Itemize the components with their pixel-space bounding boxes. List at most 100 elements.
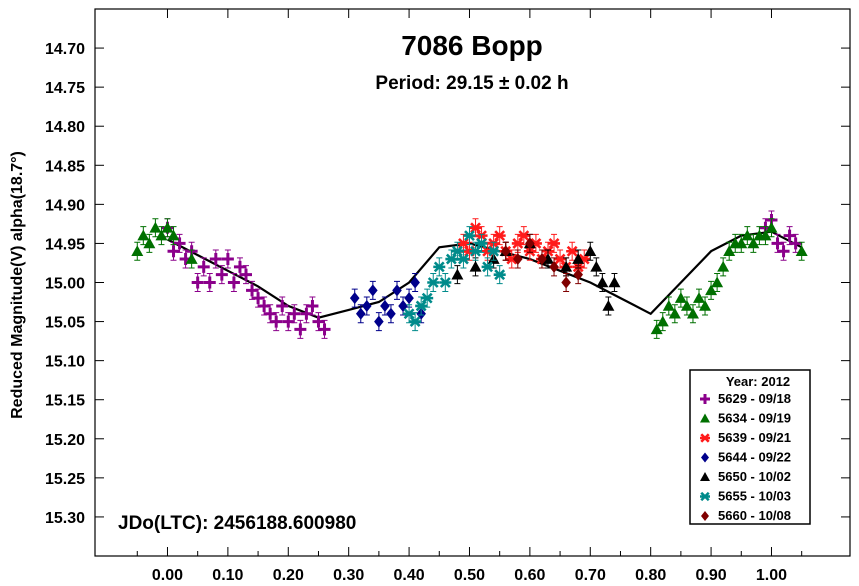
data-point — [463, 230, 476, 242]
data-point — [705, 284, 718, 296]
data-point — [264, 307, 277, 320]
data-point — [513, 253, 523, 266]
data-point — [300, 307, 313, 320]
data-point — [197, 260, 210, 273]
epoch-annotation: JDo(LTC): 2456188.600980 — [118, 513, 356, 534]
x-tick-label: 0.00 — [152, 567, 183, 584]
data-point — [221, 253, 234, 266]
data-points — [131, 210, 808, 339]
y-tick-label: 15.00 — [45, 276, 85, 293]
data-point — [561, 276, 571, 289]
data-point — [493, 230, 506, 242]
data-point — [209, 253, 222, 266]
x-tick-label: 1.00 — [756, 567, 787, 584]
data-point — [608, 276, 621, 288]
data-point — [735, 237, 748, 249]
y-tick-label: 14.70 — [45, 41, 85, 58]
data-point — [312, 315, 325, 328]
legend-label: 5655 - 10/03 — [718, 489, 791, 504]
data-point — [475, 238, 488, 249]
data-point — [693, 292, 705, 303]
data-point — [240, 268, 252, 281]
data-point — [674, 292, 687, 303]
data-point — [759, 229, 772, 241]
data-point — [386, 307, 396, 320]
data-point — [191, 276, 204, 289]
data-point — [469, 260, 482, 272]
data-point — [362, 299, 372, 312]
x-tick-label: 0.60 — [514, 567, 545, 584]
data-point — [421, 292, 434, 304]
data-point — [246, 284, 259, 297]
y-tick-label: 15.05 — [45, 315, 85, 332]
data-point — [233, 260, 246, 273]
data-point — [680, 299, 693, 311]
y-tick-label: 15.25 — [45, 471, 85, 488]
data-point — [668, 307, 681, 319]
data-point — [349, 292, 360, 305]
x-tick-label: 0.20 — [273, 567, 304, 584]
data-point — [185, 253, 198, 264]
x-tick-label: 0.80 — [635, 567, 666, 584]
data-point — [355, 307, 366, 320]
y-tick-label: 15.20 — [45, 432, 85, 449]
data-point — [747, 237, 760, 249]
legend: Year: 2012 5629 - 09/18 5634 - 09/19 5639 … — [689, 369, 811, 525]
data-point — [161, 221, 174, 233]
data-point — [433, 261, 446, 273]
legend-marker — [700, 491, 710, 502]
data-point — [548, 238, 561, 249]
data-point — [427, 277, 440, 288]
legend-marker — [701, 511, 709, 521]
data-point — [517, 230, 530, 242]
data-point — [155, 229, 168, 241]
data-point — [318, 323, 331, 336]
axis-ticks: 0.00 0.10 0.20 0.30 0.40 0.50 0.60 0.70 0.80 0.90… — [45, 9, 850, 584]
data-point — [650, 323, 663, 335]
x-tick-label: 0.10 — [212, 567, 243, 584]
data-point — [215, 268, 228, 281]
chart-subtitle: Period: 29.15 ± 0.02 h — [375, 73, 568, 94]
x-tick-label: 0.40 — [394, 567, 425, 584]
y-tick-label: 14.75 — [45, 80, 85, 97]
x-tick-label: 0.30 — [333, 567, 364, 584]
legend-label: 5629 - 09/18 — [718, 391, 791, 406]
data-point — [404, 292, 414, 305]
data-point — [686, 307, 699, 319]
legend-marker — [700, 472, 710, 481]
data-point — [294, 323, 307, 336]
data-point — [306, 299, 319, 312]
data-point — [717, 260, 730, 272]
legend-marker — [700, 394, 710, 404]
data-point — [493, 269, 506, 281]
data-point — [549, 260, 559, 273]
y-tick-label: 14.90 — [45, 197, 85, 214]
data-point — [149, 221, 162, 233]
data-point — [500, 245, 511, 258]
y-tick-label: 14.85 — [45, 158, 85, 175]
data-point — [777, 245, 790, 258]
y-tick-label: 14.80 — [45, 119, 85, 136]
data-point — [276, 299, 289, 312]
data-point — [258, 299, 271, 312]
data-point — [602, 299, 615, 311]
data-point — [451, 268, 464, 280]
data-point — [439, 277, 452, 288]
legend-marker — [701, 452, 709, 463]
data-point — [537, 253, 547, 266]
data-point — [584, 245, 597, 257]
data-point — [380, 299, 390, 312]
data-point — [410, 276, 420, 289]
legend-label: 5650 - 10/02 — [718, 469, 791, 484]
data-point — [252, 292, 265, 305]
data-point — [288, 307, 301, 320]
data-point — [771, 237, 784, 250]
legend-marker — [700, 433, 710, 443]
x-tick-label: 0.50 — [454, 567, 485, 584]
data-point — [173, 237, 186, 250]
data-point — [374, 315, 384, 328]
legend-label: 5634 - 09/19 — [718, 411, 791, 426]
data-point — [560, 260, 573, 272]
x-tick-label: 0.70 — [575, 567, 606, 584]
data-point — [572, 253, 585, 264]
